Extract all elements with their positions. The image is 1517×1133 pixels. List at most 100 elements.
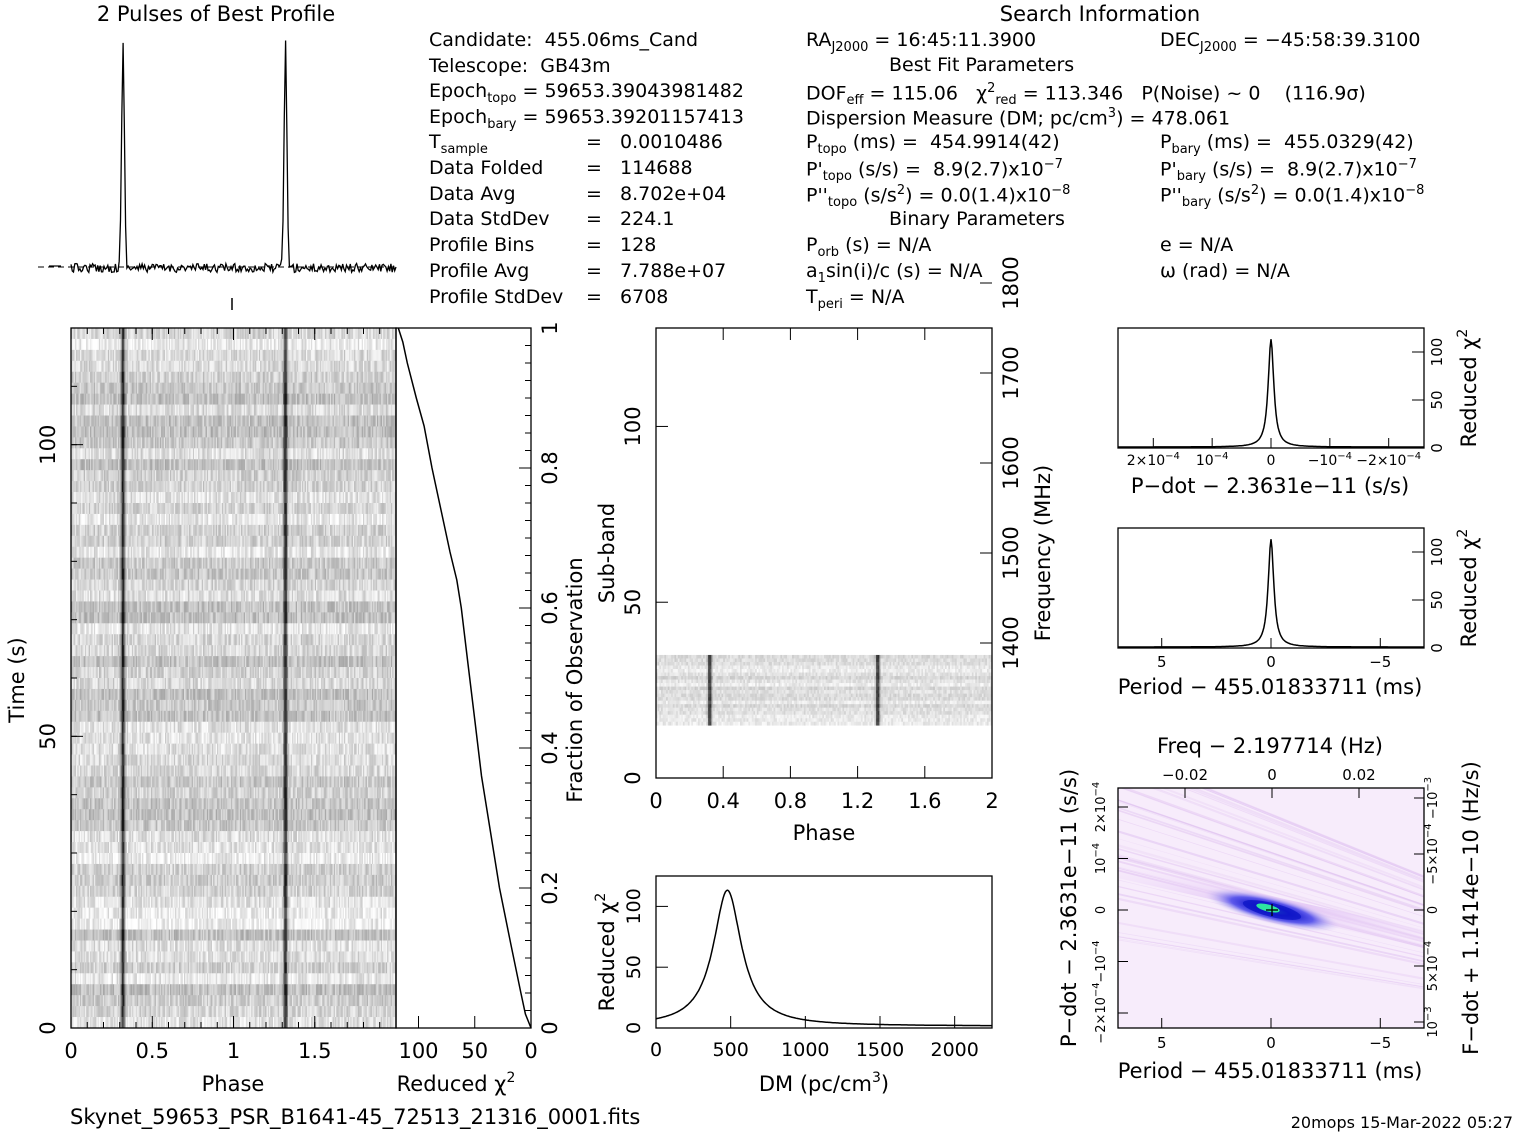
time-phase-cell (338, 360, 341, 373)
time-phase-cell (87, 404, 90, 416)
time-phase-cell (364, 360, 366, 373)
time-phase-cell (253, 328, 256, 340)
time-phase-cell (135, 371, 138, 383)
time-phase-cell (149, 404, 152, 416)
time-phase-cell (271, 371, 274, 383)
time-phase-cell (332, 393, 335, 405)
time-phase-cell (154, 328, 157, 340)
time-phase-cell (199, 371, 201, 383)
time-phase-cell (135, 404, 138, 416)
time-phase-cell (123, 360, 125, 373)
time-phase-cell (387, 349, 389, 362)
time-phase-cell (208, 349, 210, 362)
time-phase-cell (140, 360, 143, 373)
time-phase-cell (322, 349, 324, 362)
time-phase-cell (102, 371, 105, 383)
time-phase-cell (276, 328, 279, 340)
time-phase-cell (337, 371, 340, 383)
time-phase-cell (250, 404, 252, 416)
time-phase-cell (286, 328, 289, 340)
time-phase-cell (124, 393, 126, 405)
time-phase-cell (135, 349, 138, 362)
time-phase-cell (105, 328, 107, 340)
time-phase-cell (128, 404, 130, 416)
time-phase-cell (197, 338, 200, 351)
time-phase-cell (143, 338, 145, 351)
time-phase-cell (164, 328, 167, 340)
time-phase-cell (326, 371, 328, 383)
time-phase-cell (112, 349, 115, 362)
time-phase-cell (143, 328, 145, 340)
time-phase-cell (92, 404, 95, 416)
time-phase-cell (218, 360, 220, 373)
time-phase-cell (147, 360, 149, 373)
time-phase-cell (277, 371, 280, 383)
time-phase-cell (87, 328, 90, 340)
time-phase-cell (129, 404, 131, 416)
time-phase-cell (318, 404, 321, 416)
time-phase-cell (265, 382, 267, 394)
time-phase-cell (360, 360, 363, 373)
time-phase-cell (121, 382, 124, 394)
time-phase-cell (274, 404, 276, 416)
time-phase-cell (300, 360, 303, 373)
time-phase-cell (105, 393, 107, 405)
time-phase-cell (105, 338, 107, 351)
time-phase-cell (266, 328, 269, 340)
time-phase-cell (324, 371, 327, 383)
time-phase-cell (102, 404, 105, 416)
time-phase-cell (144, 382, 147, 394)
time-phase-cell (116, 360, 119, 373)
time-phase-cell (153, 393, 156, 405)
time-phase-cell (324, 382, 327, 394)
time-phase-cell (97, 404, 100, 416)
time-phase-cell (333, 349, 336, 362)
time-phase-cell (251, 382, 253, 394)
time-phase-cell (267, 393, 270, 405)
time-phase-cell (102, 393, 105, 405)
time-phase-cell (190, 393, 192, 405)
time-phase-cell (295, 349, 298, 362)
time-phase-cell (196, 404, 199, 416)
time-phase-cell (79, 328, 82, 340)
time-phase-cell (131, 349, 134, 362)
time-phase-cell (93, 328, 96, 340)
time-phase-cell (351, 382, 354, 394)
time-phase-cell (215, 349, 218, 362)
time-phase-cell (258, 360, 261, 373)
time-phase-cell (234, 349, 237, 362)
time-phase-cell (355, 382, 357, 394)
time-phase-cell (210, 349, 213, 362)
time-phase-cell (365, 371, 368, 383)
time-phase-cell (362, 349, 365, 362)
time-phase-cell (351, 404, 354, 416)
time-phase-cell (317, 360, 319, 373)
time-phase-cell (220, 382, 223, 394)
time-phase-cell (237, 382, 239, 394)
time-phase-cell (331, 349, 333, 362)
time-phase-cell (336, 404, 338, 416)
time-phase-cell (177, 404, 180, 416)
time-phase-cell (112, 382, 115, 394)
time-phase-cell (228, 382, 230, 394)
time-phase-cell (201, 338, 204, 351)
time-phase-cell (84, 404, 87, 416)
time-phase-cell (307, 404, 309, 416)
time-phase-cell (213, 360, 215, 373)
time-phase-cell (288, 371, 290, 383)
time-phase-cell (305, 393, 308, 405)
time-phase-cell (201, 349, 204, 362)
time-phase-cell (302, 404, 304, 416)
time-phase-cell (257, 349, 260, 362)
time-phase-cell (106, 393, 109, 405)
time-phase-cell (389, 393, 392, 405)
time-phase-cell (361, 404, 364, 416)
time-phase-cell (303, 393, 305, 405)
time-phase-cell (321, 393, 323, 405)
time-phase-cell (304, 349, 307, 362)
time-phase-cell (310, 404, 313, 416)
time-phase-cell (128, 349, 130, 362)
time-phase-cell (313, 338, 316, 351)
time-phase-cell (241, 382, 243, 394)
time-phase-cell (338, 338, 341, 351)
